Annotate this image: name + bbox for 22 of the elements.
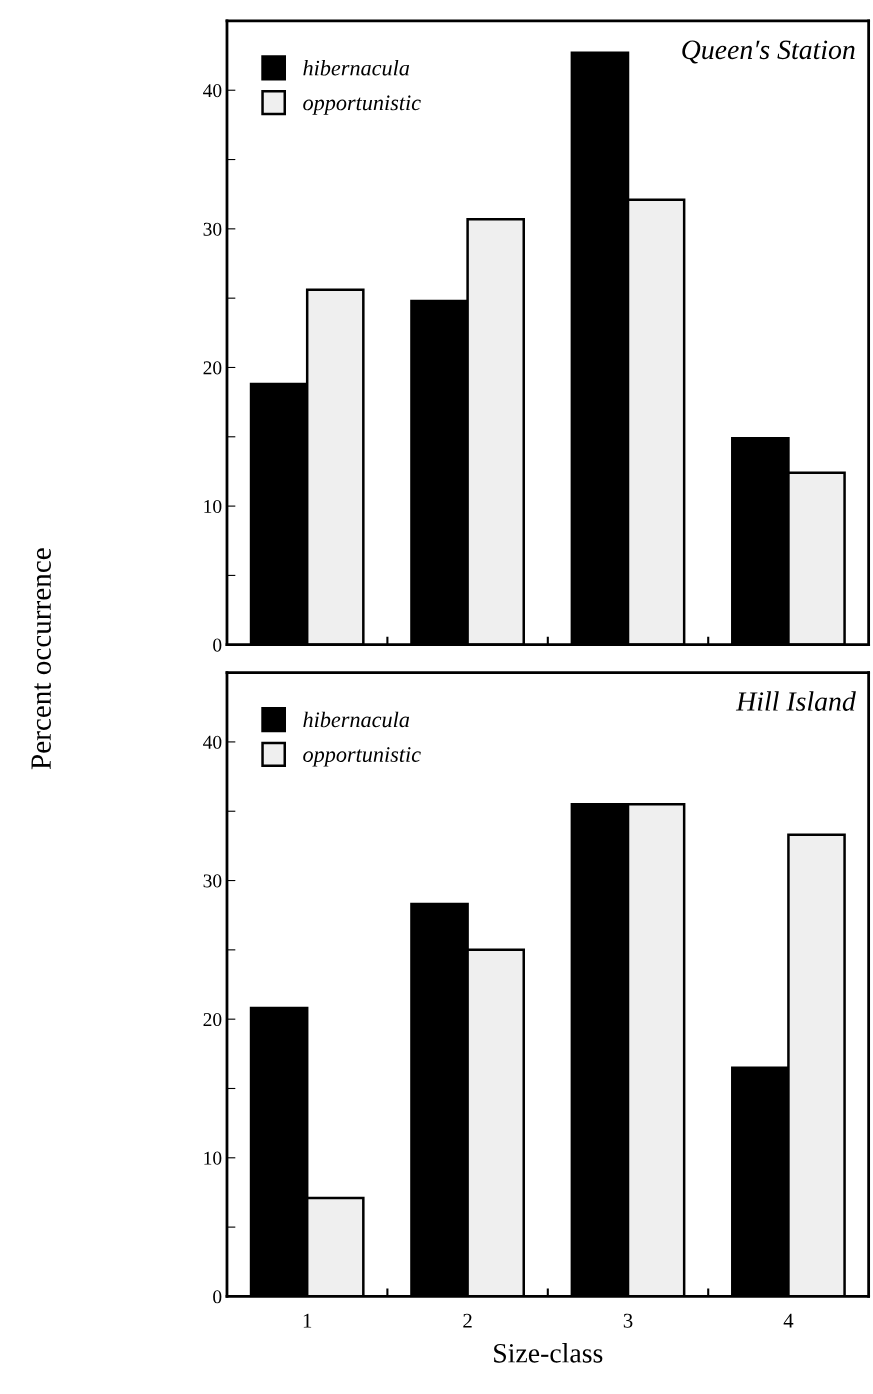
y-tick-label: 30 xyxy=(203,874,222,888)
text: Hill Island xyxy=(735,691,856,711)
legend-label: opportunistic xyxy=(303,747,421,767)
x-tick-label: 4 xyxy=(783,1313,794,1328)
text: Queen′s Station xyxy=(682,40,855,64)
y-tick-label: 30 xyxy=(203,222,222,236)
legend-label: hibernacula xyxy=(303,711,410,728)
y-tick-label: 20 xyxy=(203,361,222,375)
x-tick-label: 2 xyxy=(463,1313,472,1328)
y-tick-label: 40 xyxy=(203,84,222,98)
y-tick-label: 0 xyxy=(213,1290,222,1304)
x-tick-label: 3 xyxy=(623,1313,633,1328)
y-tick-label: 10 xyxy=(204,499,222,514)
y-tick-label: 0 xyxy=(213,638,222,652)
y-tick-label: 20 xyxy=(203,1012,222,1027)
x-tick-label: 1 xyxy=(303,1313,312,1328)
y-axis-title: Percent occurrence xyxy=(31,548,51,770)
x-axis-title: Size-class xyxy=(494,1343,603,1363)
legend-label: opportunistic xyxy=(303,95,421,115)
y-tick-label: 40 xyxy=(203,735,222,749)
y-tick-label: 10 xyxy=(204,1151,222,1165)
legend-label: hibernacula xyxy=(303,59,410,76)
